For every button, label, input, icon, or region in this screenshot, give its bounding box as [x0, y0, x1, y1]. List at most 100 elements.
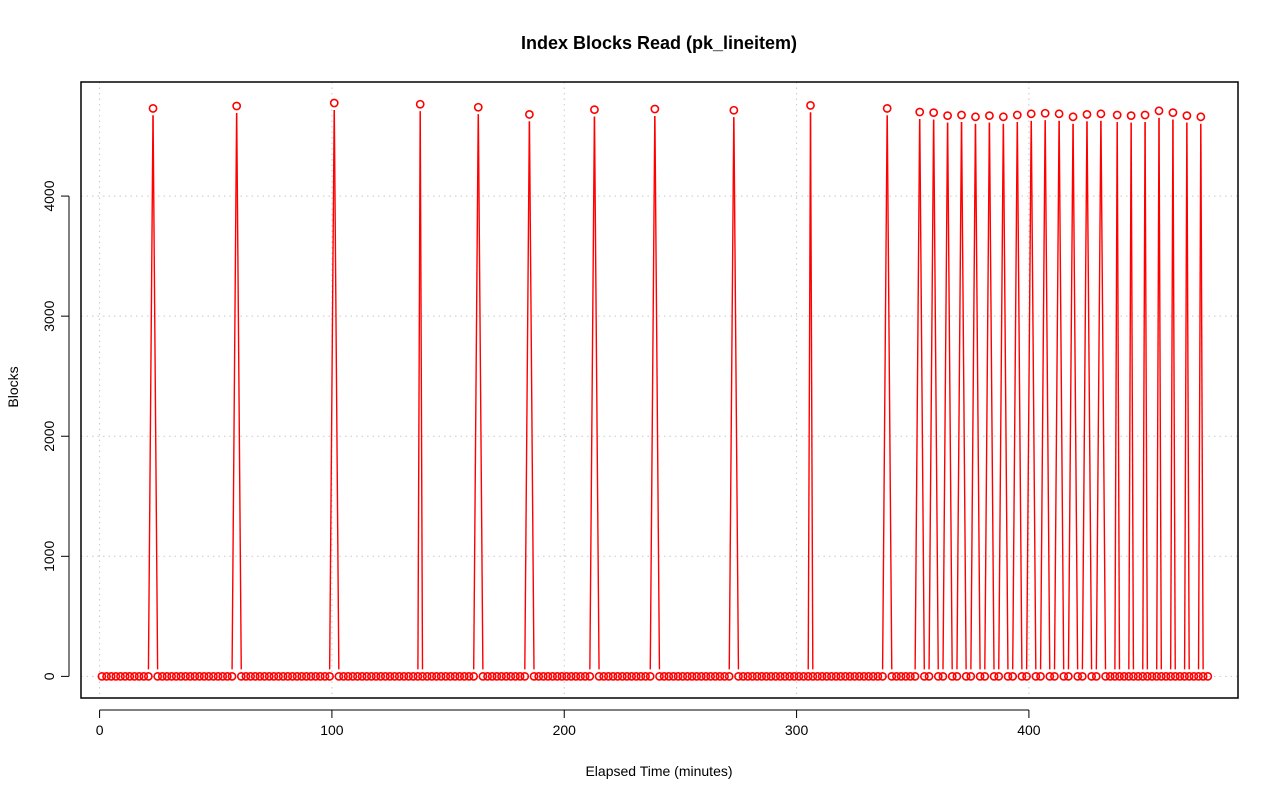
series-segment [1039, 120, 1046, 670]
y-tick-label: 4000 [41, 180, 57, 211]
baseline-point [511, 671, 520, 681]
baseline-point [432, 671, 441, 681]
x-tick-label: 0 [96, 722, 104, 738]
spike-point [1140, 110, 1150, 120]
baseline-point [636, 671, 646, 681]
series-segment [1053, 120, 1060, 670]
series-segment [589, 116, 596, 670]
spike-point [957, 110, 966, 120]
baseline-point [1124, 671, 1134, 681]
spike-point [971, 112, 980, 122]
baseline-point [752, 671, 762, 681]
baseline-point [106, 671, 116, 681]
baseline-point [599, 671, 609, 681]
spike-point [148, 104, 158, 113]
baseline-point [506, 671, 516, 681]
baseline-point [404, 671, 413, 681]
series-segment [1197, 123, 1202, 670]
baseline-point [422, 671, 432, 681]
series-segment [1183, 122, 1188, 670]
baseline-point [594, 671, 604, 681]
baseline-point [343, 671, 353, 681]
baseline-point [162, 671, 172, 681]
baseline-point [692, 671, 702, 681]
baseline-point [794, 671, 804, 681]
series-segment [1072, 123, 1079, 670]
baseline-point [1115, 671, 1124, 681]
spike-point [1126, 111, 1136, 121]
spike-point [232, 101, 242, 111]
baseline-point [120, 671, 130, 681]
baseline-point [1036, 671, 1045, 681]
spike-point [1082, 110, 1092, 119]
baseline-point [315, 671, 325, 681]
baseline-point [167, 671, 177, 681]
baseline-point [966, 671, 976, 681]
series-segment [477, 114, 484, 670]
baseline-point [1142, 671, 1152, 681]
spike-point [985, 111, 994, 121]
baseline-point [195, 671, 204, 681]
baseline-point [1003, 671, 1013, 681]
baseline-point [274, 671, 283, 681]
series-segment [328, 110, 335, 670]
baseline-point [1050, 671, 1059, 681]
spike-point [1096, 109, 1106, 119]
series-segment [1114, 122, 1118, 670]
baseline-point [501, 671, 511, 681]
series-segment [946, 122, 953, 670]
baseline-point [622, 671, 632, 681]
series-segment [654, 116, 661, 670]
series-segment [1128, 122, 1132, 670]
baseline-point [1063, 671, 1073, 681]
baseline-point [696, 671, 706, 681]
spike-point [1040, 108, 1050, 118]
baseline-point [585, 671, 595, 681]
series-segment [147, 115, 154, 670]
baseline-point [701, 671, 711, 681]
spike-point [524, 110, 534, 119]
spike-point [929, 108, 939, 118]
baseline-point [859, 671, 869, 681]
spike-point [1068, 112, 1078, 122]
baseline-point [710, 671, 720, 681]
baseline-point [775, 671, 785, 681]
baseline-point [655, 671, 664, 681]
baseline-point [961, 671, 971, 681]
spike-point [1054, 109, 1064, 119]
baseline-point [292, 671, 302, 681]
series-segment [914, 119, 921, 670]
series-segment [1142, 122, 1146, 670]
baseline-point [1152, 671, 1162, 681]
baseline-point [157, 671, 167, 681]
baseline-point [269, 671, 279, 681]
baseline-point [371, 671, 381, 681]
baseline-point [673, 671, 683, 681]
baseline-point [641, 671, 650, 681]
baseline-point [478, 671, 488, 681]
series-segment [1169, 119, 1174, 670]
baseline-point [1138, 671, 1148, 681]
baseline-point [878, 671, 887, 681]
spike-point [729, 105, 739, 115]
series-segment [960, 122, 967, 670]
baseline-point [854, 671, 864, 681]
spike-point [1112, 110, 1122, 120]
baseline-point [566, 671, 576, 681]
series-segment [733, 117, 740, 670]
baseline-point [190, 671, 200, 681]
x-tick-label: 100 [320, 722, 344, 738]
baseline-point [840, 671, 850, 681]
baseline-point [385, 671, 395, 681]
spike-point [1154, 106, 1164, 116]
baseline-point [933, 671, 943, 681]
baseline-point [515, 671, 525, 681]
baseline-point [603, 671, 613, 681]
series-segment [1044, 120, 1051, 670]
baseline-point [562, 671, 571, 681]
series-segment [1172, 119, 1176, 670]
baseline-point [989, 671, 999, 681]
series-segment [956, 122, 963, 670]
baseline-point [724, 671, 734, 681]
